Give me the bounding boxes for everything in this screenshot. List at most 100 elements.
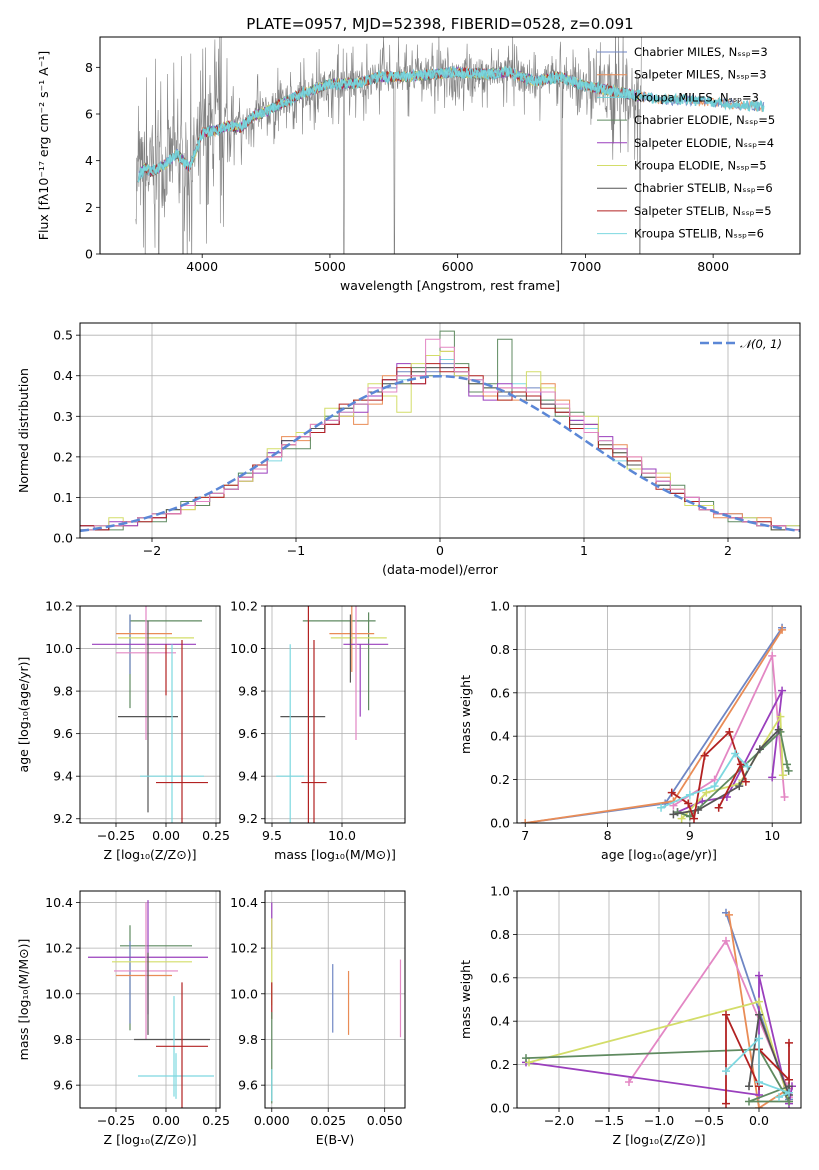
axes-frame	[79, 322, 801, 539]
weight-point	[785, 1088, 793, 1097]
y-tick-label: 10.4	[45, 895, 73, 910]
x-tick-label: −1.0	[644, 1113, 674, 1128]
weight-point	[689, 814, 698, 823]
axes-age-vs-mass: 9.5 10.0 9.2 9.4 9.6 9.8 10.0 10.2 mass [log₁₀(M…	[230, 599, 406, 862]
weight-point	[521, 819, 530, 823]
weight-point	[778, 686, 787, 695]
x-tick-label: 8	[604, 828, 612, 843]
plot-area-age-vs-mass	[276, 606, 389, 823]
x-tick-label: 0.025	[310, 1113, 346, 1128]
weight-point	[722, 936, 730, 945]
y-tick-label: 9.6	[238, 726, 258, 741]
model-spectrum	[137, 65, 765, 183]
x-tick-label: 2	[724, 543, 732, 558]
axes-mass-vs-ebv: 0.000 0.025 0.050 9.6 9.8 10.0 10.2 10.4 E(B-V)	[230, 890, 406, 1147]
weight-point	[755, 745, 764, 754]
plot-area-spectrum	[135, 37, 765, 254]
legend-entry: Kroupa STELIB, Nₛₛₚ=6	[634, 227, 764, 241]
weight-point	[673, 808, 682, 817]
y-tick-label: 0.8	[490, 642, 510, 657]
x-axis-label: Z [log₁₀(Z/Z⊙)]	[104, 1132, 197, 1147]
x-tick-label: 5000	[314, 259, 346, 274]
y-axis-label: mass weight	[458, 960, 473, 1039]
x-tick-label: 0.000	[254, 1113, 290, 1128]
weight-point	[774, 725, 783, 734]
x-tick-label: −2.0	[544, 1113, 574, 1128]
weight-point	[525, 1058, 533, 1067]
plot-area-weight-vs-Z	[522, 908, 796, 1108]
weight-point	[755, 1077, 763, 1086]
weight-point	[677, 814, 686, 823]
weight-point	[625, 1077, 633, 1086]
plot-area-weight-vs-age	[521, 623, 793, 823]
axes-weight-vs-age: 7 8 9 10 0.0 0.2 0.4 0.6 0.8 1.0 age [log₁₀(age/yr…	[458, 599, 802, 862]
weight-point	[722, 1010, 730, 1019]
x-tick-label: −1	[287, 543, 305, 558]
weight-point	[669, 810, 678, 819]
y-tick-label: 9.8	[238, 1032, 258, 1047]
legend-entry: Chabrier MILES, Nₛₛₚ=3	[634, 45, 768, 59]
y-tick-label: 0.4	[53, 368, 73, 383]
weight-point	[725, 910, 733, 919]
plot-area-age-vs-Z	[92, 606, 208, 823]
y-tick-label: 9.8	[238, 684, 258, 699]
axes-mass-vs-Z: −0.25 0.00 0.25 9.6 9.8 10.0 10.2 10.4 Z [log₁₀(…	[16, 890, 230, 1147]
axes-frame	[516, 605, 802, 824]
weight-series	[525, 627, 783, 823]
y-tick-label: 0.8	[490, 927, 510, 942]
y-tick-label: 9.6	[53, 1078, 73, 1093]
y-tick-label: 10.2	[230, 941, 258, 956]
weight-point	[731, 749, 740, 758]
y-tick-label: 1.0	[490, 599, 510, 614]
x-tick-label: −2	[143, 543, 161, 558]
y-tick-label: 0.2	[53, 449, 73, 464]
y-tick-label: 10.2	[230, 599, 258, 614]
x-tick-label: −0.25	[97, 828, 135, 843]
y-tick-label: 0.0	[490, 1101, 510, 1116]
x-tick-label: 7000	[569, 259, 601, 274]
y-tick-label: 8	[85, 60, 93, 75]
weight-point	[736, 760, 745, 769]
x-tick-label: 9	[686, 828, 694, 843]
y-tick-label: 10.0	[45, 986, 73, 1001]
model-spectrum	[137, 66, 639, 183]
x-axis-label: Z [log₁₀(Z/Z⊙)]	[104, 847, 197, 862]
weight-point	[785, 1038, 793, 1047]
axes-frame	[264, 605, 406, 824]
x-tick-label: −0.5	[694, 1113, 724, 1128]
x-tick-label: −1.5	[594, 1113, 624, 1128]
weight-point	[722, 1099, 730, 1108]
plot-area-residuals	[80, 330, 800, 538]
y-tick-label: 0.2	[490, 772, 510, 787]
y-tick-label: 0.0	[490, 816, 510, 831]
chart-title: PLATE=0957, MJD=52398, FIBERID=0528, z=0…	[246, 15, 633, 33]
weight-point	[785, 1075, 793, 1084]
weight-point	[755, 971, 763, 980]
x-tick-label: 10.0	[328, 828, 356, 843]
x-tick-label: 0.25	[202, 1113, 230, 1128]
normal-curve	[80, 374, 800, 533]
weight-point	[735, 782, 744, 791]
legend-entry: Salpeter MILES, Nₛₛₚ=3	[634, 68, 767, 82]
axes-frame	[99, 36, 801, 255]
y-tick-label: 0.3	[53, 409, 73, 424]
axes-frame	[79, 605, 221, 824]
y-axis-label: age [log₁₀(age/yr)]	[16, 657, 31, 773]
legend-entry: Salpeter STELIB, Nₛₛₚ=5	[634, 204, 772, 218]
x-axis-label: (data-model)/error	[382, 562, 499, 577]
y-tick-label: 0.5	[53, 328, 73, 343]
legend-entry: Chabrier STELIB, Nₛₛₚ=6	[634, 181, 773, 195]
weight-point	[780, 792, 789, 801]
y-tick-label: 0.6	[490, 685, 510, 700]
x-tick-label: 0.00	[152, 1113, 180, 1128]
weight-point	[684, 799, 693, 808]
axes-residuals: −2 −1 0 1 2 0.0 0.1 0.2 0.3 0.4 0.5 (data-model)/er…	[16, 322, 801, 577]
weight-point	[755, 1010, 763, 1019]
weight-point	[755, 997, 763, 1006]
y-tick-label: 0.0	[53, 531, 73, 546]
y-tick-label: 2	[85, 200, 93, 215]
y-tick-label: 9.6	[238, 1078, 258, 1093]
weight-point	[657, 803, 666, 812]
y-tick-label: 10.0	[230, 986, 258, 1001]
y-tick-label: 9.4	[238, 769, 258, 784]
